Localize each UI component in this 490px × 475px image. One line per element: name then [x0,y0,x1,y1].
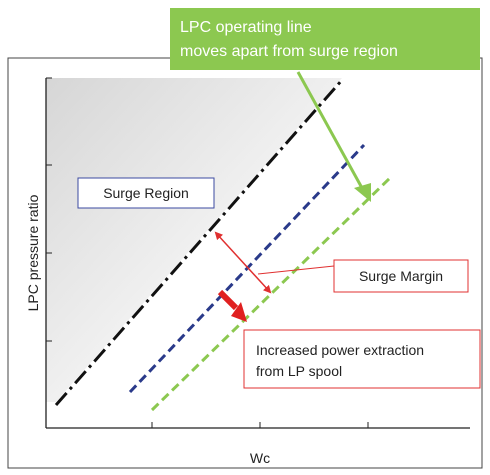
surge-region-label: Surge Region [103,185,189,201]
surge-margin-leader [257,265,335,275]
surge-line [54,79,344,406]
callout-arrow-head [354,183,371,202]
surge-margin-box [333,259,469,293]
callout-arrow-shaft [296,71,364,189]
callout-box [170,8,480,70]
shift-arrow-head [231,302,247,322]
y-axis-label: LPC pressure ratio [25,194,41,311]
surge-margin-label: Surge Margin [359,268,443,284]
surge-region-box [77,177,215,209]
y-ticks [46,77,52,342]
callout-line-2: moves apart from surge region [180,43,398,60]
x-axis-label: Wc [250,450,270,466]
power-extraction-line-1: Increased power extraction [256,342,424,358]
surge-margin-arrow [214,231,272,294]
callout-line-1: LPC operating line [180,19,312,36]
shift-arrow-shaft [217,289,239,311]
power-extraction-box [243,329,481,389]
surge-region-shading [46,78,342,402]
power-extraction-line-2: from LP spool [256,363,342,379]
x-ticks [151,422,369,428]
